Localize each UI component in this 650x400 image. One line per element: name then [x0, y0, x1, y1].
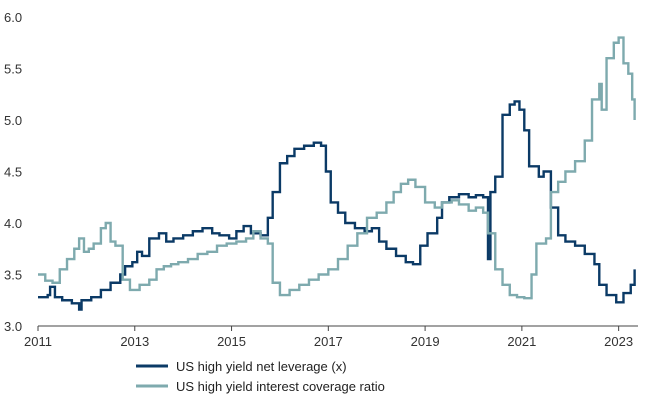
y-tick-label: 5.5: [4, 62, 22, 77]
x-tick-label: 2021: [507, 334, 536, 349]
x-tick-label: 2023: [604, 334, 633, 349]
legend-label-net-leverage: US high yield net leverage (x): [176, 359, 347, 374]
y-tick-label: 4.0: [4, 216, 22, 231]
x-tick-label: 2015: [217, 334, 246, 349]
series-line-net-leverage: [38, 100, 636, 311]
series-line-interest-coverage: [38, 36, 636, 300]
series-layer: [38, 36, 636, 311]
y-tick-label: 5.0: [4, 113, 22, 128]
y-tick-label: 6.0: [4, 10, 22, 25]
y-tick-label: 3.5: [4, 268, 22, 283]
axes-layer: 3.0 3.5 4.0 4.5 5.0 5.5 6.0 2011 2013 2015 2017 201…: [4, 10, 638, 349]
x-tick-label: 2019: [411, 334, 440, 349]
x-tick-label: 2013: [120, 334, 149, 349]
x-tick-label: 2017: [314, 334, 343, 349]
legend: US high yield net leverage (x) US high yi…: [136, 359, 385, 394]
y-tick-label: 3.0: [4, 319, 22, 334]
legend-label-interest-coverage: US high yield interest coverage ratio: [176, 379, 385, 394]
y-tick-label: 4.5: [4, 165, 22, 180]
x-tick-label: 2011: [24, 334, 52, 349]
